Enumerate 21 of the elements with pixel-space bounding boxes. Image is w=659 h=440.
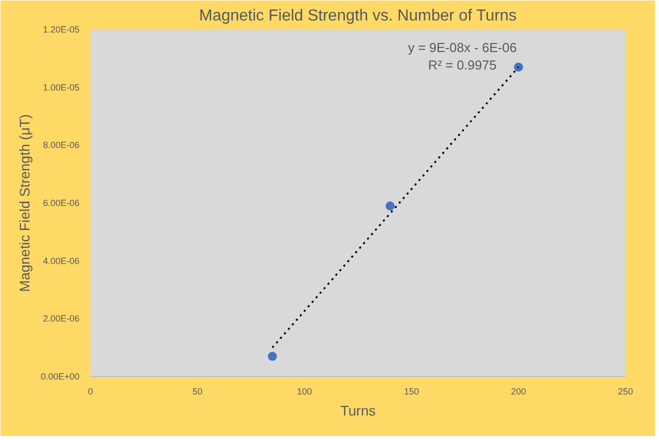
x-tick-label: 50: [192, 386, 203, 396]
point: [514, 62, 523, 72]
y-axis-title: Magnetic Field Strength (μT): [16, 114, 33, 292]
point: [386, 201, 395, 210]
x-tick-label: 150: [404, 386, 420, 396]
annotation: R² = 0.9975: [428, 57, 496, 72]
y-tick-label: 0.00E+00: [40, 372, 80, 382]
y-tick-label: 4.00E-06: [42, 256, 80, 266]
y-tick-label: 1.20E-05: [42, 24, 80, 34]
x-tick-label: 0: [88, 386, 94, 396]
x-tick-label: 200: [510, 386, 526, 396]
y-tick-label: 6.00E-06: [42, 198, 80, 208]
annotation: y = 9E-08x - 6E-06: [408, 40, 517, 55]
point: [268, 352, 277, 361]
y-tick-label: 8.00E-06: [42, 140, 80, 150]
y-tick-label: 2.00E-06: [42, 314, 80, 324]
x-tick-label: 100: [296, 386, 312, 396]
x-axis-title: Turns: [340, 402, 376, 418]
x-tick-label: 250: [618, 386, 634, 396]
y-tick-label: 1.00E-05: [42, 82, 80, 92]
chart-title: Magnetic Field Strength vs. Number of Turns: [199, 8, 517, 24]
